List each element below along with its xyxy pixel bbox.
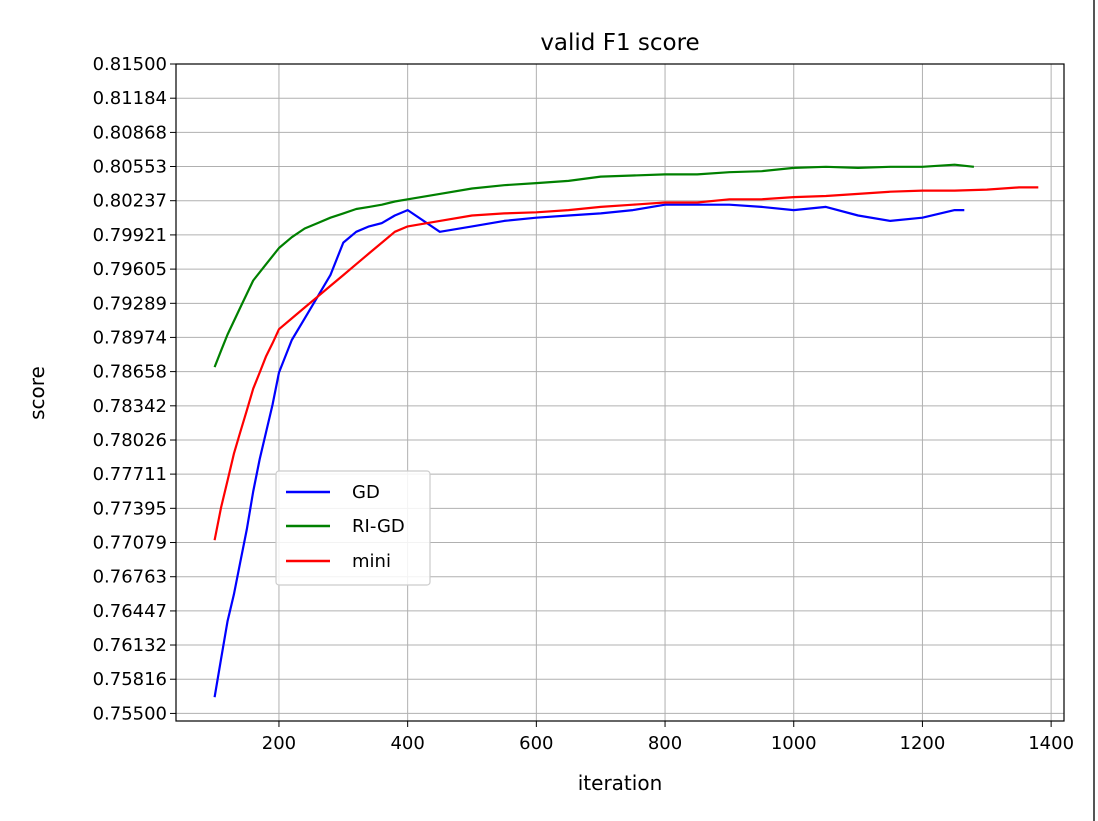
plot-frame <box>175 63 1065 722</box>
series-line-gd <box>213 203 965 698</box>
x-tick-label-2: 600 <box>519 733 553 754</box>
legend-box <box>275 470 431 586</box>
x-tick-label-6: 1400 <box>1028 733 1074 754</box>
y-tick-label-4: 0.80237 <box>93 191 167 212</box>
y-tick-label-15: 0.76763 <box>93 567 167 588</box>
x-axis-ticks: 200 400 600 800 1000 1200 1400 <box>262 721 1074 754</box>
legend: GD RI-GD mini <box>275 470 431 586</box>
y-tick-label-17: 0.76132 <box>93 635 167 656</box>
y-tick-label-7: 0.79289 <box>93 293 167 314</box>
y-tick-label-19: 0.75500 <box>93 703 167 724</box>
y-tick-label-14: 0.77079 <box>93 533 167 554</box>
y-tick-label-2: 0.80868 <box>93 122 167 143</box>
legend-label-gd: GD <box>352 482 380 503</box>
chart-title: valid F1 score <box>540 30 699 56</box>
grid-lines <box>176 63 1064 721</box>
y-tick-label-8: 0.78974 <box>93 327 167 348</box>
y-tick-label-13: 0.77395 <box>93 498 167 519</box>
y-axis-label: score <box>25 366 49 420</box>
y-tick-label-9: 0.78658 <box>93 362 167 383</box>
x-tick-label-4: 1000 <box>771 733 817 754</box>
y-tick-label-0: 0.81500 <box>93 54 167 75</box>
series-lines <box>213 163 1039 698</box>
x-tick-label-5: 1200 <box>900 733 946 754</box>
x-axis-label: iteration <box>578 771 663 795</box>
x-tick-label-1: 400 <box>390 733 424 754</box>
y-tick-label-12: 0.77711 <box>93 464 167 485</box>
legend-label-mini: mini <box>352 551 391 572</box>
y-tick-label-16: 0.76447 <box>93 601 167 622</box>
y-tick-label-5: 0.79921 <box>93 225 167 246</box>
y-tick-label-3: 0.80553 <box>93 157 167 178</box>
y-tick-label-10: 0.78342 <box>93 396 167 417</box>
y-tick-label-1: 0.81184 <box>93 88 167 109</box>
legend-label-ri-gd: RI-GD <box>352 516 405 537</box>
series-line-ri-gd <box>213 163 975 368</box>
y-tick-label-6: 0.79605 <box>93 259 167 280</box>
x-tick-label-0: 200 <box>262 733 296 754</box>
y-axis-ticks: 0.81500 0.81184 0.80868 0.80553 0.80237 0.799… <box>93 54 176 724</box>
series-line-mini <box>213 186 1039 541</box>
y-tick-label-11: 0.78026 <box>93 430 167 451</box>
y-tick-label-18: 0.75816 <box>93 669 167 690</box>
x-tick-label-3: 800 <box>648 733 682 754</box>
